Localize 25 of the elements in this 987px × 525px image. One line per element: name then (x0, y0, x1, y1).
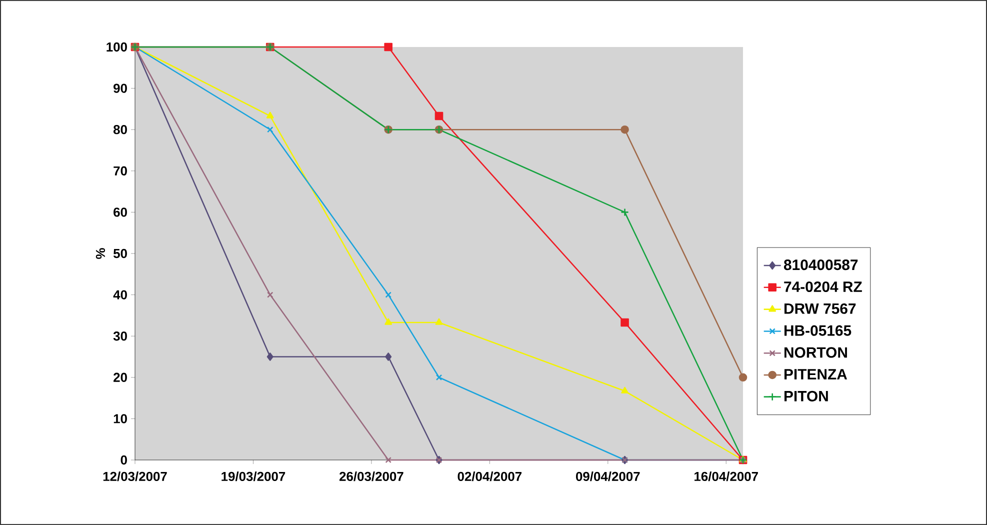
y-tick-label: 40 (113, 290, 127, 300)
x-tick-label: 19/03/2007 (222, 472, 286, 482)
y-tick-label: 20 (114, 372, 127, 382)
legend-label: DRW 7567 (784, 303, 856, 314)
legend-label: PITENZA (784, 369, 848, 380)
legend-label: HB-05165 (784, 325, 852, 336)
legend-label: 810400587 (784, 260, 858, 270)
y-tick-label: 30 (113, 332, 127, 341)
x-tick-label: 02/04/2007 (458, 472, 522, 482)
y-tick-label: 80 (113, 125, 127, 134)
y-axis-title: % (96, 248, 106, 259)
y-tick-label: 0 (120, 455, 127, 465)
x-tick-label: 16/04/2007 (694, 472, 758, 482)
y-tick-label: 10 (114, 414, 127, 424)
x-tick-label: 26/03/2007 (339, 472, 404, 482)
x-tick-label: 12/03/2007 (103, 472, 167, 482)
legend-label: NORTON (784, 347, 847, 358)
legend-label: 74-0204 RZ (784, 281, 862, 292)
y-tick-label: 100 (106, 42, 127, 52)
x-tick-label: 09/04/2007 (576, 472, 640, 482)
y-tick-label: 50 (113, 248, 127, 258)
y-tick-label: 70 (114, 166, 127, 176)
y-tick-label: 90 (114, 84, 127, 93)
y-tick-label: 60 (114, 208, 127, 217)
legend-label: PITON (784, 390, 828, 402)
